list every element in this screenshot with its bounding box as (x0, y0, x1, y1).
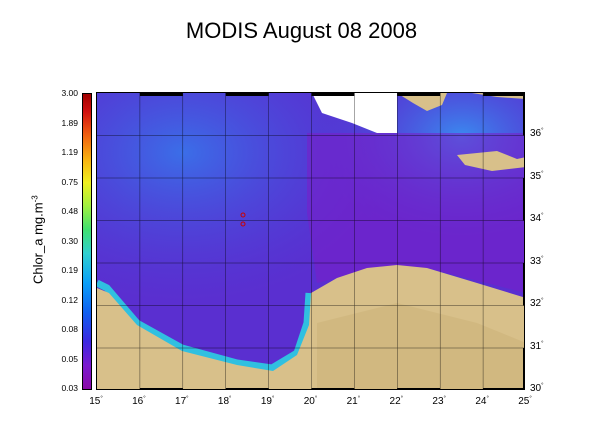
latitude-tick-label: 35° (530, 170, 544, 182)
longitude-tick-label: 22° (389, 396, 404, 407)
colorbar-tick-label: 3.00 (61, 88, 78, 98)
latitude-tick-label: 32° (530, 298, 544, 309)
colorbar-tick-label: 0.08 (61, 324, 78, 334)
longitude-tick-label: 24° (475, 396, 489, 407)
colorbar-label: Chlor_a mg.m-3 (30, 195, 46, 285)
latitude-tick-label: 30° (530, 383, 544, 394)
colorbar-tick-label: 0.12 (61, 294, 78, 305)
coastal-bloom (97, 279, 313, 372)
longitude-tick-label: 16° (132, 396, 146, 407)
station-marker (240, 221, 246, 227)
chlorophyll-map (96, 92, 525, 390)
map-title: MODIS August 08 2008 (185, 18, 418, 43)
station-marker (240, 212, 246, 218)
longitude-tick-label: 19° (260, 396, 275, 407)
longitude-tick-label: 20° (303, 396, 318, 407)
latitude-tick-label: 31° (530, 340, 544, 352)
colorbar-tick-label: 0.48 (61, 206, 78, 216)
colorbar (82, 93, 92, 390)
colorbar-tick-label: 1.19 (61, 147, 78, 157)
colorbar-tick-label: 0.05 (61, 353, 78, 364)
longitude-tick-label: 23° (432, 396, 446, 407)
graticule (97, 93, 524, 389)
latitude-tick-label: 34° (530, 213, 544, 224)
land-sicily (397, 93, 447, 111)
longitude-tick-label: 17° (175, 396, 189, 407)
longitude-tick-label: 18° (217, 396, 232, 407)
land-crete (457, 151, 524, 171)
longitude-tick-label: 25° (518, 396, 532, 407)
map-svg (97, 93, 524, 389)
latitude-tick-label: 33° (530, 255, 544, 267)
colorbar-tick-label: 0.19 (61, 265, 78, 275)
latitude-tick-label: 36° (530, 128, 544, 139)
colorbar-tick-label: 0.30 (61, 235, 78, 246)
colorbar-tick-label: 1.89 (61, 117, 78, 128)
longitude-tick-label: 15° (89, 396, 103, 407)
frame-ticks (139, 93, 524, 389)
colorbar-tick-label: 0.75 (61, 176, 78, 187)
longitude-tick-label: 21° (346, 396, 361, 407)
colorbar-tick-label: 0.03 (61, 383, 78, 393)
